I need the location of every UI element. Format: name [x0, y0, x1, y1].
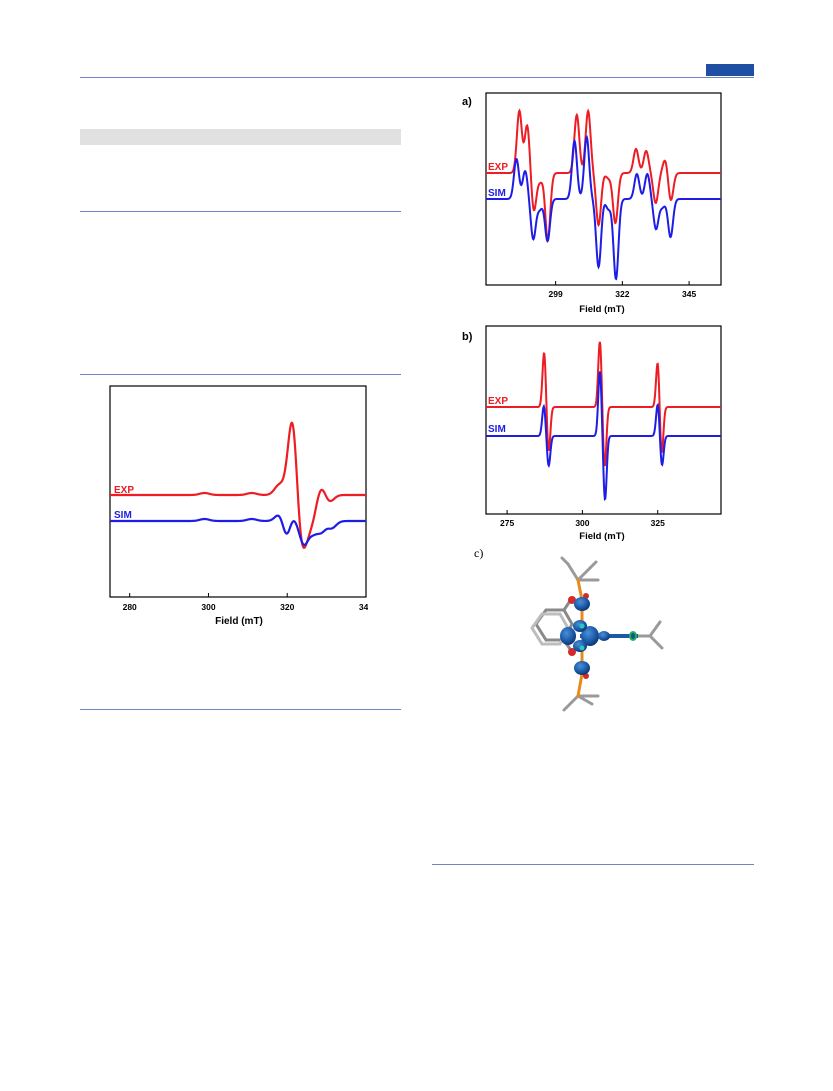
x-tick-label: 299 — [549, 289, 563, 299]
sim-trace — [486, 371, 721, 501]
x-tick-label: 320 — [280, 602, 294, 612]
header-accent-bar — [706, 64, 754, 76]
x-tick-label: 300 — [575, 518, 589, 528]
spin-density-structure-svg — [530, 556, 664, 712]
x-axis-label: Field (mT) — [215, 616, 263, 627]
text-placeholder-band — [80, 129, 401, 145]
plot-frame — [485, 325, 722, 515]
section-rule-2 — [80, 374, 401, 375]
x-tick-label: 340 — [359, 602, 368, 612]
plot-frame — [109, 385, 367, 598]
panel-label-a: a) — [462, 96, 472, 108]
x-axis-label: Field (mT) — [579, 304, 624, 315]
legend-exp: EXP — [488, 396, 508, 407]
epr-spectrum-b: 275 300 325 EXP SIM Field (mT) — [484, 324, 724, 544]
epr-spectrum-a-svg: 299 322 345 EXP SIM Field (mT) — [485, 92, 722, 315]
x-tick-label: 275 — [500, 518, 514, 528]
header-rule — [80, 77, 754, 78]
sim-trace — [486, 134, 721, 281]
legend-exp: EXP — [114, 485, 134, 496]
legend-sim: SIM — [488, 188, 506, 199]
epr-spectrum-a: 299 322 345 EXP SIM Field (mT) — [484, 91, 724, 316]
x-tick-label: 300 — [201, 602, 215, 612]
molecular-structure-image — [520, 552, 680, 717]
panel-label-c: c) — [474, 546, 484, 560]
legend-sim: SIM — [488, 424, 506, 435]
section-rule-1 — [80, 211, 401, 212]
epr-spectrum-left: 280 300 320 340 EXP SIM Field (mT) — [108, 384, 373, 628]
epr-spectrum-b-svg: 275 300 325 EXP SIM Field (mT) — [485, 325, 722, 542]
x-axis-label: Field (mT) — [579, 531, 624, 542]
x-tick-label: 322 — [615, 289, 629, 299]
sim-trace — [110, 514, 366, 547]
x-tick-label: 280 — [123, 602, 137, 612]
legend-exp: EXP — [488, 162, 508, 173]
x-tick-label: 345 — [682, 289, 696, 299]
exp-trace — [486, 108, 721, 243]
legend-sim: SIM — [114, 510, 132, 521]
epr-spectrum-left-svg: 280 300 320 340 EXP SIM Field (mT) — [109, 385, 373, 627]
panel-label-b: b) — [462, 331, 473, 343]
x-tick-label: 325 — [651, 518, 665, 528]
exp-trace — [110, 421, 366, 549]
plot-frame — [485, 92, 722, 286]
section-rule-3 — [80, 709, 401, 710]
section-rule-4 — [432, 864, 754, 865]
